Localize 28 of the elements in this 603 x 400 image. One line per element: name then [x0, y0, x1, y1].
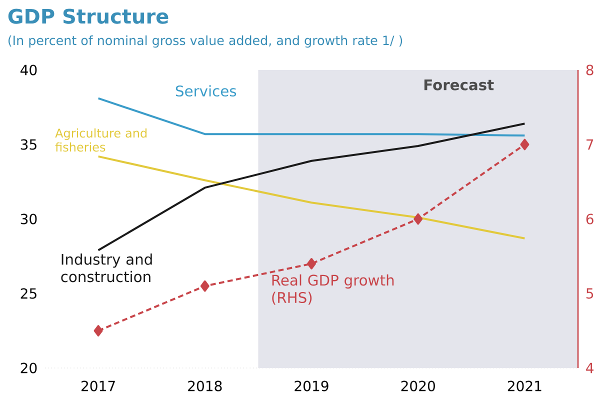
y2-tick-label: 6 — [586, 214, 594, 224]
y-tick-label: 30 — [20, 214, 37, 224]
point — [200, 280, 210, 292]
y-tick-label: 40 — [20, 64, 37, 76]
y-tick-label: 35 — [20, 139, 36, 150]
y2-tick-label: 4 — [586, 362, 594, 374]
chart-subtitle: (In percent of nominal gross value added, and growth rate 1/ ) — [8, 35, 402, 48]
series-label: Services — [176, 85, 236, 97]
y2-tick-label: 8 — [586, 64, 594, 76]
y2-tick-label: 7 — [586, 139, 594, 150]
x-tick-label: 2017 — [82, 380, 115, 392]
series-label: Agriculture and fisheries — [55, 128, 147, 152]
point — [520, 138, 530, 150]
y2-tick-label: 5 — [586, 288, 594, 299]
point — [414, 213, 423, 225]
x-tick-label: 2018 — [188, 380, 222, 392]
series-label: Real GDP growth (RHS) — [272, 274, 394, 305]
chart-title: GDP Structure — [8, 8, 168, 24]
series-label: Industry and construction — [61, 254, 152, 282]
point — [307, 258, 316, 270]
x-tick-label: 2021 — [508, 380, 542, 392]
band-label: Forecast — [424, 79, 494, 90]
x-tick-label: 2019 — [294, 380, 328, 392]
y-tick-label: 20 — [20, 362, 37, 374]
x-tick-label: 2020 — [401, 380, 435, 392]
line-series — [97, 155, 526, 240]
y-tick-label: 25 — [20, 288, 36, 299]
point — [94, 325, 103, 336]
